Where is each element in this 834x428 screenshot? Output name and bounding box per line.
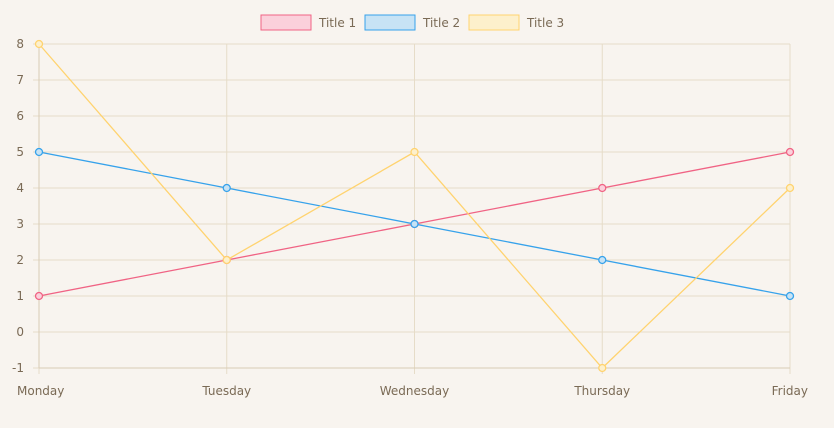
data-point [785, 183, 795, 193]
data-point [34, 147, 44, 157]
y-tick-label: 6 [16, 109, 24, 123]
data-point [222, 255, 231, 265]
legend-swatch [364, 14, 416, 31]
data-point [34, 39, 44, 49]
x-tick-label: Friday [772, 384, 808, 398]
y-tick-label: 4 [16, 181, 24, 195]
y-tick-label: 7 [16, 73, 24, 87]
grid [38, 43, 791, 369]
legend-label: Title 2 [422, 16, 460, 30]
series-group [34, 39, 795, 373]
x-tick-label: Wednesday [380, 384, 449, 398]
y-tick-label: -1 [12, 361, 24, 375]
data-point [410, 219, 419, 229]
x-tick-label: Thursday [573, 384, 630, 398]
data-point [598, 363, 607, 373]
y-tick-label: 5 [16, 145, 24, 159]
data-point [598, 255, 607, 265]
y-tick-label: 8 [16, 37, 24, 51]
y-tick-label: 3 [16, 217, 24, 231]
data-point [222, 183, 231, 193]
data-point [598, 183, 607, 193]
data-point [410, 147, 419, 157]
y-tick-label: 0 [16, 325, 24, 339]
y-tick-label: 2 [16, 253, 24, 267]
legend-swatch [260, 14, 312, 31]
legend-label: Title 1 [318, 16, 356, 30]
legend: Title 1 Title 2 Title 3 [260, 14, 564, 31]
data-point [785, 147, 795, 157]
legend-label: Title 3 [526, 16, 564, 30]
data-point [785, 291, 795, 301]
legend-swatch [468, 14, 520, 31]
data-point [34, 291, 44, 301]
x-tick-label: Monday [17, 384, 64, 398]
axes: -1 0 1 2 3 4 5 6 7 8 Monday Tuesday Wednesday Thursda… [12, 37, 808, 398]
y-tick-label: 1 [16, 289, 24, 303]
x-tick-label: Tuesday [201, 384, 251, 398]
